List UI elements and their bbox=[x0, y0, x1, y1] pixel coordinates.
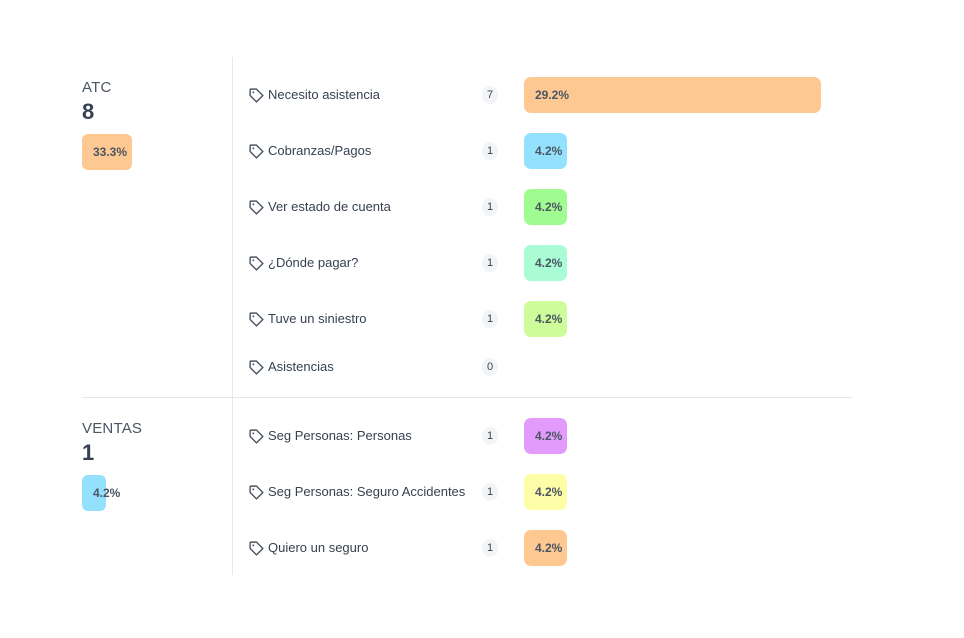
tag-row[interactable]: Quiero un seguro 1 4.2% bbox=[248, 530, 852, 566]
tag-icon bbox=[248, 143, 265, 160]
tag-count-badge: 1 bbox=[482, 427, 498, 445]
tag-percent-bar: 4.2% bbox=[524, 418, 567, 454]
tag-count-badge: 1 bbox=[482, 539, 498, 557]
tag-row[interactable]: Necesito asistencia 7 29.2% bbox=[248, 77, 852, 113]
group-separator bbox=[82, 397, 852, 398]
tag-count-badge: 1 bbox=[482, 198, 498, 216]
tag-label: Cobranzas/Pagos bbox=[268, 143, 372, 158]
tag-label: Seg Personas: Personas bbox=[268, 428, 412, 443]
tag-icon bbox=[248, 199, 265, 216]
tag-count-badge: 1 bbox=[482, 483, 498, 501]
tag-count-badge: 1 bbox=[482, 142, 498, 160]
group-percent-badge: 4.2% bbox=[82, 475, 120, 511]
tag-row[interactable]: Seg Personas: Seguro Accidentes 1 4.2% bbox=[248, 474, 852, 510]
tag-row[interactable]: Seg Personas: Personas 1 4.2% bbox=[248, 418, 852, 454]
tag-icon bbox=[248, 359, 265, 376]
tag-icon bbox=[248, 428, 265, 445]
tag-icon bbox=[248, 87, 265, 104]
tag-percent-bar: 4.2% bbox=[524, 530, 567, 566]
group-count: 8 bbox=[82, 99, 95, 124]
tag-row[interactable]: Asistencias 0 bbox=[248, 349, 852, 385]
tag-percent-bar: 4.2% bbox=[524, 301, 567, 337]
tag-percent-bar: 4.2% bbox=[524, 133, 567, 169]
tag-count-badge: 7 bbox=[482, 86, 498, 104]
tag-count-badge: 1 bbox=[482, 310, 498, 328]
tag-label: ¿Dónde pagar? bbox=[268, 255, 359, 270]
group-percent-badge: 33.3% bbox=[82, 134, 132, 170]
tag-row[interactable]: Cobranzas/Pagos 1 4.2% bbox=[248, 133, 852, 169]
tag-count-badge: 0 bbox=[482, 358, 498, 376]
tag-row[interactable]: ¿Dónde pagar? 1 4.2% bbox=[248, 245, 852, 281]
tag-label: Seg Personas: Seguro Accidentes bbox=[268, 484, 466, 499]
tag-icon bbox=[248, 311, 265, 328]
tag-label: Quiero un seguro bbox=[268, 540, 369, 555]
column-divider bbox=[232, 398, 233, 575]
group-name: VENTAS bbox=[82, 420, 143, 437]
tag-label: Necesito asistencia bbox=[268, 87, 380, 102]
tag-icon bbox=[248, 255, 265, 272]
tag-icon bbox=[248, 484, 265, 501]
tag-label: Tuve un siniestro bbox=[268, 311, 367, 326]
tag-percent-bar: 4.2% bbox=[524, 245, 567, 281]
tag-icon bbox=[248, 540, 265, 557]
tag-label: Asistencias bbox=[268, 359, 334, 374]
tag-percent-bar: 4.2% bbox=[524, 189, 567, 225]
tag-count-badge: 1 bbox=[482, 254, 498, 272]
tag-label: Ver estado de cuenta bbox=[268, 199, 391, 214]
column-divider bbox=[232, 57, 233, 397]
tag-row[interactable]: Ver estado de cuenta 1 4.2% bbox=[248, 189, 852, 225]
tag-percent-bar: 29.2% bbox=[524, 77, 821, 113]
group-name: ATC bbox=[82, 79, 112, 96]
tag-row[interactable]: Tuve un siniestro 1 4.2% bbox=[248, 301, 852, 337]
group-count: 1 bbox=[82, 440, 95, 465]
tag-percent-bar: 4.2% bbox=[524, 474, 567, 510]
